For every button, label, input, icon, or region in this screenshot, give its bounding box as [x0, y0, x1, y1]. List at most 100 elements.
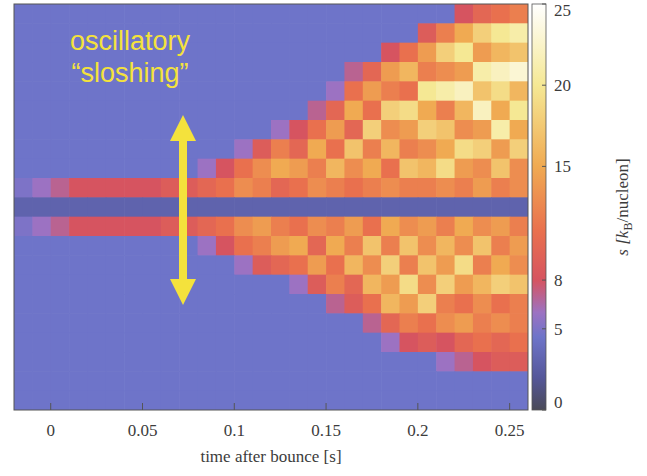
cell: [436, 352, 455, 372]
cell: [32, 120, 51, 140]
cell: [510, 333, 528, 353]
cell: [344, 275, 363, 295]
cell: [289, 81, 308, 101]
cell: [14, 294, 33, 314]
cell: [124, 255, 143, 275]
cell: [234, 371, 253, 391]
cell: [234, 139, 253, 159]
cell: [326, 159, 345, 179]
colorbar-tick-label: 20: [554, 76, 571, 95]
cell: [32, 197, 51, 217]
cell: [308, 313, 327, 333]
cell: [14, 352, 33, 372]
cell: [418, 120, 437, 140]
cell: [381, 159, 400, 179]
cell: [363, 62, 382, 82]
cell: [455, 333, 474, 353]
cell: [14, 313, 33, 333]
cell: [143, 352, 162, 372]
cell: [510, 81, 528, 101]
cell: [455, 120, 474, 140]
annotation: “sloshing”: [71, 58, 188, 88]
cell: [51, 43, 70, 63]
cell: [32, 62, 51, 82]
cell: [106, 4, 125, 24]
cell: [381, 236, 400, 256]
cell: [491, 352, 510, 372]
cell: [51, 294, 70, 314]
cell: [344, 333, 363, 353]
cell: [473, 120, 492, 140]
cell: [87, 294, 106, 314]
cell: [308, 352, 327, 372]
cell: [32, 236, 51, 256]
cell: [491, 139, 510, 159]
cell: [51, 333, 70, 353]
cell: [253, 275, 272, 295]
cell: [143, 139, 162, 159]
cell: [143, 236, 162, 256]
cell: [216, 62, 235, 82]
cell: [87, 139, 106, 159]
cell: [308, 236, 327, 256]
cell: [179, 333, 198, 353]
cell: [271, 178, 290, 198]
cell: [271, 294, 290, 314]
cell: [216, 333, 235, 353]
cell: [271, 120, 290, 140]
colorbar-title-part: s [k: [613, 230, 632, 255]
cell: [418, 159, 437, 179]
cell: [143, 120, 162, 140]
cell: [124, 178, 143, 198]
cell: [400, 294, 419, 314]
cell: [491, 120, 510, 140]
cell: [491, 81, 510, 101]
cell: [289, 236, 308, 256]
cell: [418, 4, 437, 24]
cell: [69, 371, 88, 391]
cell: [491, 217, 510, 237]
x-tick: [417, 403, 418, 410]
cell: [473, 352, 492, 372]
cell: [473, 391, 492, 410]
cell: [253, 62, 272, 82]
cell: [344, 236, 363, 256]
cell: [51, 159, 70, 179]
cell: [363, 294, 382, 314]
cell: [234, 4, 253, 24]
cell: [51, 313, 70, 333]
cell: [289, 391, 308, 410]
cell: [106, 217, 125, 237]
cell: [363, 255, 382, 275]
cell: [161, 313, 180, 333]
cell: [234, 23, 253, 43]
cell: [491, 236, 510, 256]
cell: [87, 255, 106, 275]
cell: [436, 294, 455, 314]
x-tick-label: 0.15: [311, 421, 341, 440]
cell: [87, 275, 106, 295]
cell: [51, 120, 70, 140]
cell: [253, 178, 272, 198]
x-axis-title: time after bounce [s]: [200, 447, 341, 466]
cell: [198, 352, 217, 372]
cell: [363, 81, 382, 101]
cell: [14, 62, 33, 82]
cell: [14, 81, 33, 101]
cell: [14, 23, 33, 43]
cell: [87, 371, 106, 391]
cell: [400, 255, 419, 275]
cell: [234, 294, 253, 314]
cell: [491, 197, 510, 217]
cell: [289, 255, 308, 275]
cell: [32, 4, 51, 24]
cell: [106, 391, 125, 410]
cell: [400, 43, 419, 63]
cell: [179, 313, 198, 333]
cell: [381, 4, 400, 24]
cell: [473, 139, 492, 159]
cell: [308, 120, 327, 140]
cell: [198, 139, 217, 159]
cell: [143, 371, 162, 391]
cell: [32, 294, 51, 314]
